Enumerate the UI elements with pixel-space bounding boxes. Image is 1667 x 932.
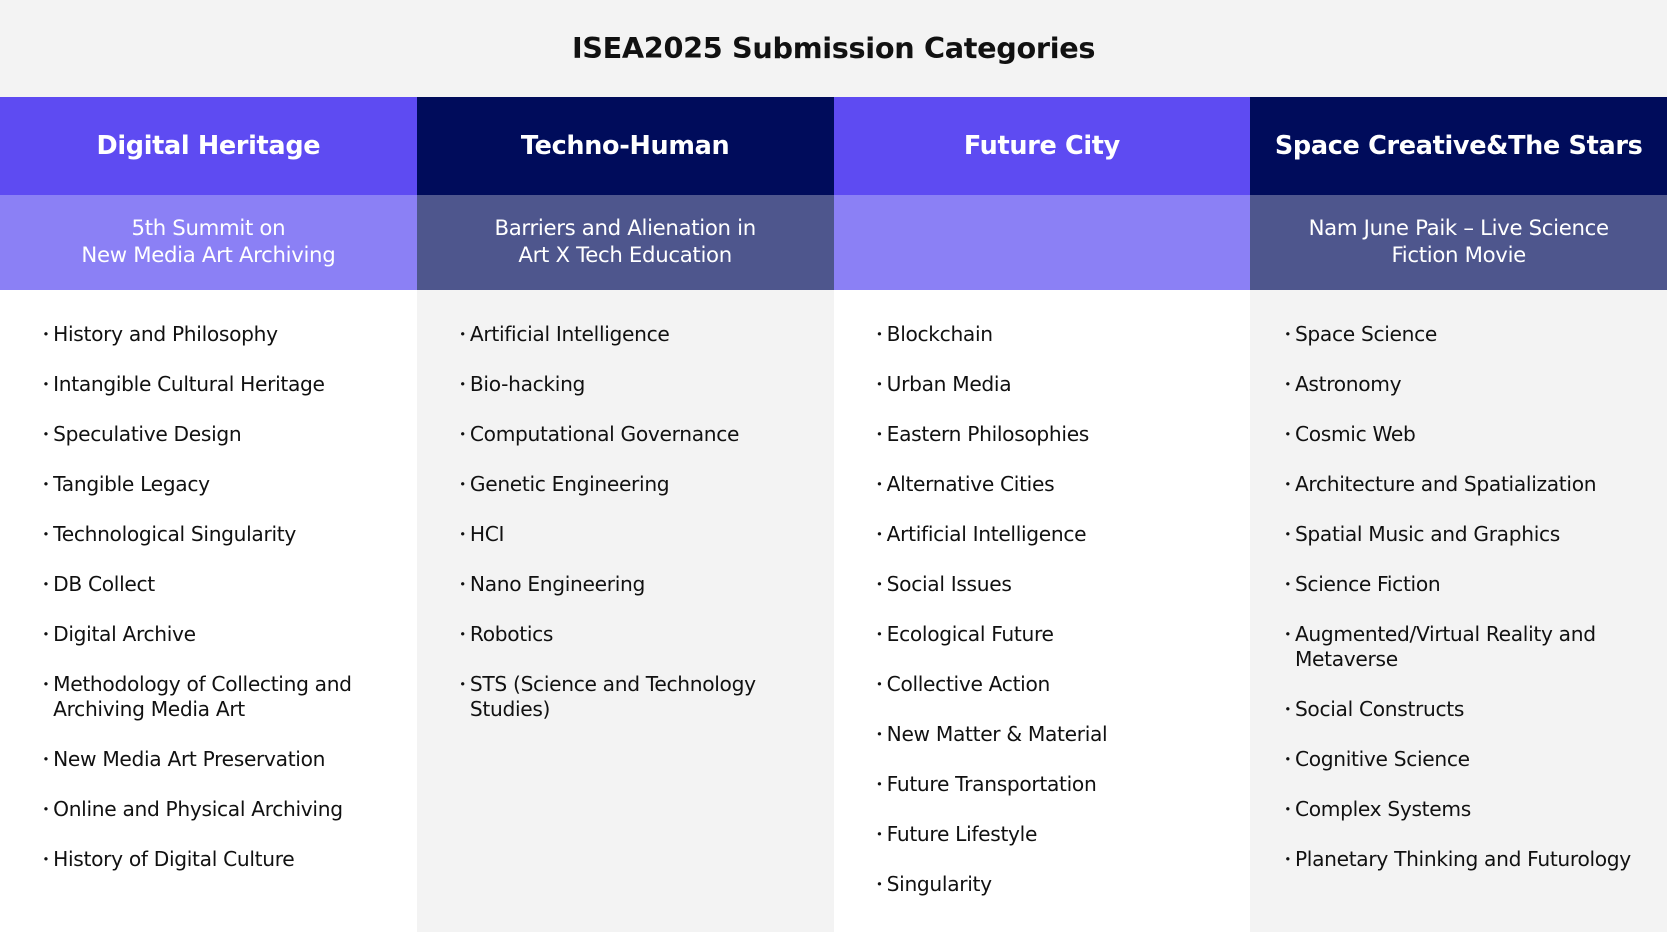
topic-item: Genetic Engineering [459, 472, 812, 498]
topic-item: Augmented/Virtual Reality and Metaverse [1284, 622, 1646, 672]
topic-item: Artificial Intelligence [459, 322, 812, 348]
topic-item: Future Transportation [876, 772, 1229, 798]
topic-item: Singularity [876, 872, 1229, 898]
topic-item: Eastern Philosophies [876, 422, 1229, 448]
topic-item: New Media Art Preservation [43, 747, 396, 773]
category-header: Space Creative&The Stars [1250, 96, 1667, 195]
topic-item: Social Constructs [1284, 697, 1646, 723]
category-header: Future City [833, 96, 1251, 195]
category-subheader: Barriers and Alienation in Art X Tech Ed… [416, 194, 834, 291]
topic-item: Planetary Thinking and Futurology [1284, 847, 1646, 873]
category-subheader: Nam June Paik – Live Science Fiction Mov… [1250, 194, 1667, 291]
topic-item: DB Collect [43, 572, 396, 598]
topic-item: Social Issues [876, 572, 1229, 598]
topic-item: Science Fiction [1284, 572, 1646, 598]
topic-item: Online and Physical Archiving [43, 797, 396, 823]
topic-item: Ecological Future [876, 622, 1229, 648]
topic-item: Cognitive Science [1284, 747, 1646, 773]
category-header: Techno-Human [416, 96, 834, 195]
page-title: ISEA2025 Submission Categories [571, 31, 1096, 66]
topic-item: Bio-hacking [459, 372, 812, 398]
category-column: Space Creative&The Stars Nam June Paik –… [1250, 96, 1667, 932]
topic-item: Digital Archive [43, 622, 396, 648]
category-subheader: 5th Summit on New Media Art Archiving [0, 194, 417, 291]
categories-table: Digital Heritage 5th Summit on New Media… [0, 96, 1667, 932]
topic-item: Collective Action [876, 672, 1229, 698]
topic-item: Blockchain [876, 322, 1229, 348]
topic-item: STS (Science and Technology Studies) [459, 672, 812, 722]
category-body: Space Science Astronomy Cosmic Web Architec… [1250, 290, 1667, 932]
topic-item: Robotics [459, 622, 812, 648]
topic-item: History of Digital Culture [43, 847, 396, 873]
topic-item: Artificial Intelligence [876, 522, 1229, 548]
category-column: Digital Heritage 5th Summit on New Media… [0, 96, 417, 932]
topic-item: History and Philosophy [43, 322, 396, 348]
topic-item: Tangible Legacy [43, 472, 396, 498]
topic-item: Astronomy [1284, 372, 1646, 398]
topic-list: Space Science Astronomy Cosmic Web Architec… [1284, 322, 1646, 872]
title-band: ISEA2025 Submission Categories [0, 0, 1667, 97]
topic-item: Computational Governance [459, 422, 812, 448]
topic-item: Alternative Cities [876, 472, 1229, 498]
category-header: Digital Heritage [0, 96, 417, 195]
topic-item: Speculative Design [43, 422, 396, 448]
category-column: Techno-Human Barriers and Alienation in … [416, 96, 834, 932]
topic-item: Cosmic Web [1284, 422, 1646, 448]
category-column: Future City Blockchain Urban Media Eastern… [833, 96, 1251, 932]
category-body: History and Philosophy Intangible Cultura… [0, 290, 417, 932]
category-body: Blockchain Urban Media Eastern Philosophie… [834, 290, 1251, 932]
topic-item: Complex Systems [1284, 797, 1646, 823]
topic-item: Spatial Music and Graphics [1284, 522, 1646, 548]
topic-item: Urban Media [876, 372, 1229, 398]
category-subheader [833, 194, 1251, 291]
topic-item: Intangible Cultural Heritage [43, 372, 396, 398]
topic-item: New Matter & Material [876, 722, 1229, 748]
topic-item: Future Lifestyle [876, 822, 1229, 848]
topic-item: Methodology of Collecting and Archiving … [43, 672, 396, 722]
topic-item: Space Science [1284, 322, 1646, 348]
topic-item: HCI [459, 522, 812, 548]
topic-item: Technological Singularity [43, 522, 396, 548]
topic-list: Artificial Intelligence Bio-hacking Comput… [459, 322, 812, 722]
topic-list: History and Philosophy Intangible Cultura… [43, 322, 396, 872]
topic-item: Nano Engineering [459, 572, 812, 598]
topic-item: Architecture and Spatialization [1284, 472, 1646, 498]
category-body: Artificial Intelligence Bio-hacking Comput… [416, 290, 834, 932]
topic-list: Blockchain Urban Media Eastern Philosophie… [876, 322, 1229, 897]
